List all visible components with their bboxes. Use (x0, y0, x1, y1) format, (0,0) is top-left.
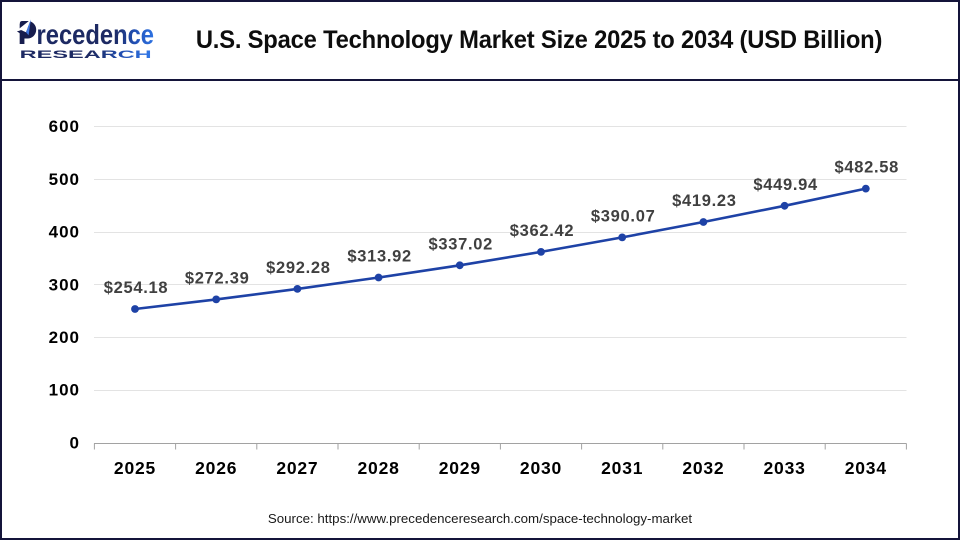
svg-text:100: 100 (49, 381, 80, 400)
svg-text:2027: 2027 (276, 458, 318, 478)
svg-text:$292.28: $292.28 (266, 259, 331, 277)
svg-text:$313.92: $313.92 (347, 248, 412, 266)
svg-text:$390.07: $390.07 (591, 207, 656, 225)
svg-text:200: 200 (49, 328, 80, 347)
svg-text:500: 500 (49, 170, 80, 189)
svg-text:$419.23: $419.23 (672, 192, 737, 210)
svg-text:$272.39: $272.39 (185, 269, 250, 287)
svg-text:$449.94: $449.94 (753, 176, 818, 194)
svg-text:2030: 2030 (520, 458, 562, 478)
svg-text:recedence: recedence (37, 19, 155, 50)
svg-text:$482.58: $482.58 (835, 159, 900, 177)
svg-text:2025: 2025 (114, 458, 156, 478)
svg-text:2034: 2034 (845, 458, 887, 478)
svg-text:$254.18: $254.18 (104, 279, 169, 297)
svg-text:$337.02: $337.02 (429, 235, 494, 253)
svg-text:$362.42: $362.42 (510, 222, 575, 240)
svg-text:2026: 2026 (195, 458, 237, 478)
svg-text:2029: 2029 (439, 458, 481, 478)
svg-text:600: 600 (49, 117, 80, 136)
svg-text:2031: 2031 (601, 458, 643, 478)
svg-text:300: 300 (49, 275, 80, 294)
svg-text:2033: 2033 (764, 458, 806, 478)
svg-text:2032: 2032 (682, 458, 724, 478)
svg-text:0: 0 (70, 434, 80, 453)
svg-text:2028: 2028 (358, 458, 400, 478)
svg-text:RESEARCH: RESEARCH (20, 49, 152, 61)
svg-text:400: 400 (49, 223, 80, 242)
